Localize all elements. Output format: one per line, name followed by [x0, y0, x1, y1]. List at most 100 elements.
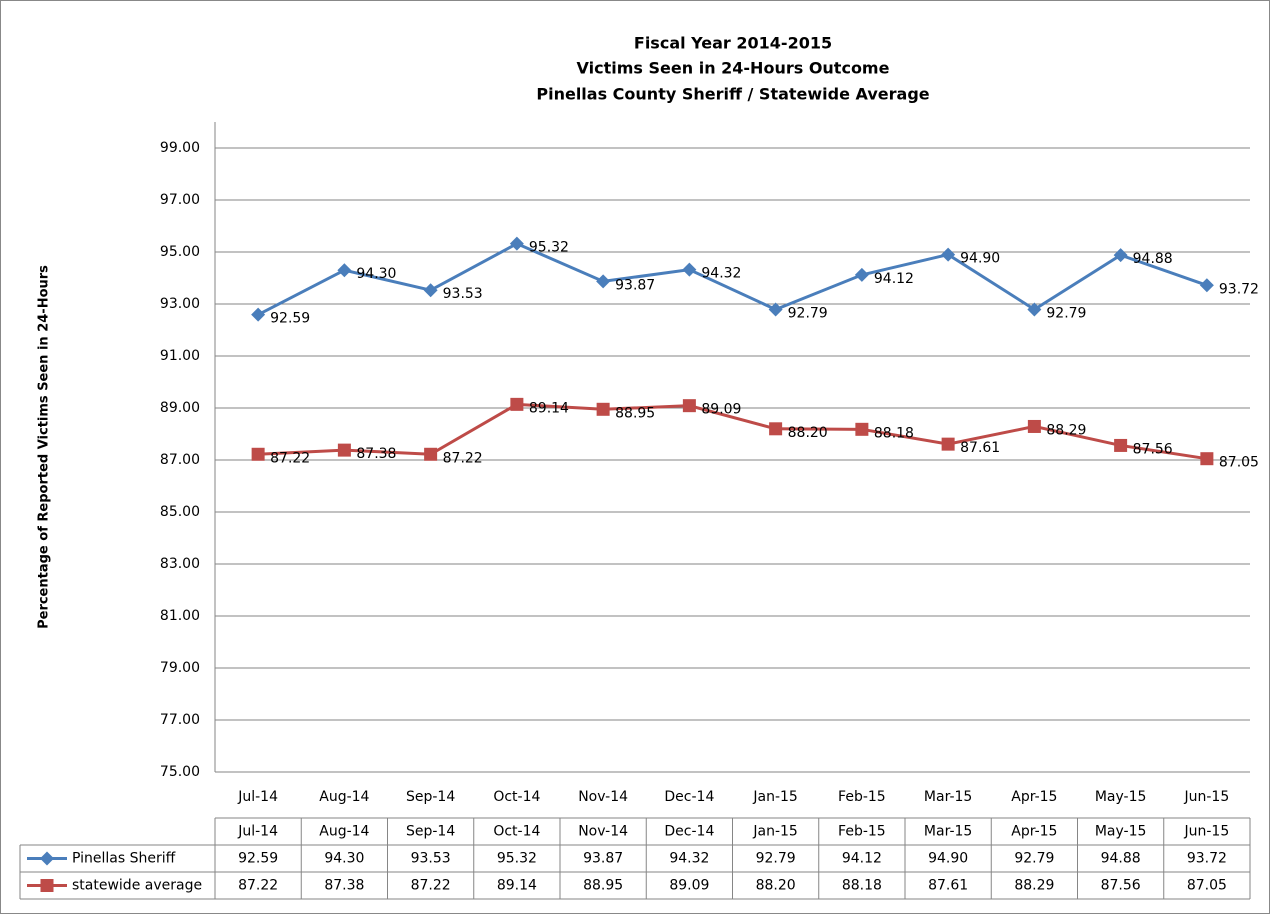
- data-point: [682, 399, 696, 413]
- table-cell: 87.05: [1187, 878, 1227, 894]
- y-tick-label: 93.00: [160, 296, 200, 312]
- x-tick-label: Nov-14: [578, 789, 628, 805]
- data-point: [509, 236, 524, 251]
- data-point: [596, 402, 610, 416]
- data-point: [768, 302, 783, 317]
- data-point: [423, 283, 438, 298]
- table-cell: 94.90: [928, 851, 968, 867]
- data-label: 94.12: [874, 271, 914, 287]
- x-tick-label: Feb-15: [838, 789, 886, 805]
- x-tick-label: Sep-14: [406, 789, 455, 805]
- chart-title: Fiscal Year 2014-2015: [634, 34, 832, 53]
- y-tick-label: 77.00: [160, 712, 200, 728]
- table-header: Sep-14: [406, 824, 455, 840]
- data-point: [941, 437, 955, 451]
- data-label: 93.53: [443, 286, 483, 302]
- chart-title: Pinellas County Sheriff / Statewide Aver…: [536, 85, 929, 104]
- y-tick-label: 75.00: [160, 764, 200, 780]
- table-cell: 88.95: [583, 878, 623, 894]
- data-label: 87.38: [356, 446, 396, 462]
- data-label: 88.29: [1046, 422, 1086, 438]
- data-label: 94.90: [960, 251, 1000, 267]
- table-cell: 88.18: [842, 878, 882, 894]
- series-line: [258, 402, 1208, 461]
- x-tick-label: Jul-14: [237, 789, 278, 805]
- data-point: [510, 397, 524, 411]
- legend-marker: [40, 879, 54, 892]
- legend-label: Pinellas Sheriff: [72, 851, 176, 867]
- x-tick-label: Mar-15: [924, 789, 972, 805]
- table-cell: 89.14: [497, 878, 537, 894]
- table-cell: 94.88: [1101, 851, 1141, 867]
- data-label: 87.22: [443, 450, 483, 466]
- data-label: 92.79: [788, 305, 828, 321]
- table-header: Jul-14: [237, 824, 278, 840]
- data-label: 88.18: [874, 425, 914, 441]
- data-point: [1027, 302, 1042, 317]
- y-tick-label: 81.00: [160, 608, 200, 624]
- y-tick-label: 87.00: [160, 452, 200, 468]
- y-tick-label: 95.00: [160, 244, 200, 260]
- table-header: Apr-15: [1011, 824, 1057, 840]
- data-label: 93.87: [615, 277, 655, 293]
- table-cell: 87.56: [1101, 878, 1141, 894]
- data-point: [1113, 248, 1128, 263]
- table-header: Oct-14: [493, 824, 540, 840]
- data-point: [941, 247, 956, 262]
- y-tick-label: 79.00: [160, 660, 200, 676]
- data-point: [1199, 278, 1214, 293]
- data-label: 89.09: [701, 402, 741, 418]
- table-cell: 93.53: [411, 851, 451, 867]
- table-cell: 92.59: [238, 851, 278, 867]
- y-tick-label: 97.00: [160, 192, 200, 208]
- x-tick-label: May-15: [1095, 789, 1147, 805]
- x-tick-label: Dec-14: [664, 789, 714, 805]
- table-header: Feb-15: [838, 824, 886, 840]
- data-point: [1200, 452, 1214, 466]
- data-point: [769, 422, 783, 436]
- data-label: 87.22: [270, 450, 310, 466]
- data-label: 89.14: [529, 400, 569, 416]
- data-label: 88.95: [615, 405, 655, 421]
- series-line: [257, 242, 1208, 316]
- y-tick-label: 99.00: [160, 140, 200, 156]
- table-header: Nov-14: [578, 824, 628, 840]
- data-label: 87.56: [1133, 441, 1173, 457]
- data-point: [251, 307, 266, 322]
- table-cell: 93.72: [1187, 851, 1227, 867]
- table-header: Jun-15: [1184, 824, 1230, 840]
- data-point: [337, 443, 351, 457]
- table-cell: 87.38: [324, 878, 364, 894]
- legend-marker: [40, 851, 54, 866]
- data-label: 87.61: [960, 440, 1000, 456]
- table-cell: 88.29: [1014, 878, 1054, 894]
- table-cell: 94.30: [324, 851, 364, 867]
- x-tick-label: Jun-15: [1184, 789, 1230, 805]
- data-point: [682, 262, 697, 277]
- table-cell: 92.79: [1014, 851, 1054, 867]
- data-point: [1027, 419, 1041, 433]
- table-cell: 87.22: [238, 878, 278, 894]
- x-tick-label: Oct-14: [493, 789, 540, 805]
- x-tick-label: Aug-14: [319, 789, 369, 805]
- table-cell: 94.32: [669, 851, 709, 867]
- table-header: Aug-14: [319, 824, 369, 840]
- table-cell: 92.79: [756, 851, 796, 867]
- table-cell: 93.87: [583, 851, 623, 867]
- data-label: 94.30: [356, 266, 396, 282]
- y-tick-label: 83.00: [160, 556, 200, 572]
- table-cell: 95.32: [497, 851, 537, 867]
- y-tick-label: 91.00: [160, 348, 200, 364]
- table-cell: 94.12: [842, 851, 882, 867]
- table-header: Jan-15: [752, 824, 797, 840]
- data-point: [424, 447, 438, 461]
- table-cell: 87.22: [411, 878, 451, 894]
- table-cell: 87.61: [928, 878, 968, 894]
- data-point: [855, 422, 869, 436]
- data-label: 94.32: [701, 266, 741, 282]
- chart-title: Victims Seen in 24-Hours Outcome: [577, 59, 890, 78]
- x-tick-label: Jan-15: [752, 789, 797, 805]
- data-point: [854, 267, 869, 282]
- legend-label: statewide average: [72, 878, 202, 894]
